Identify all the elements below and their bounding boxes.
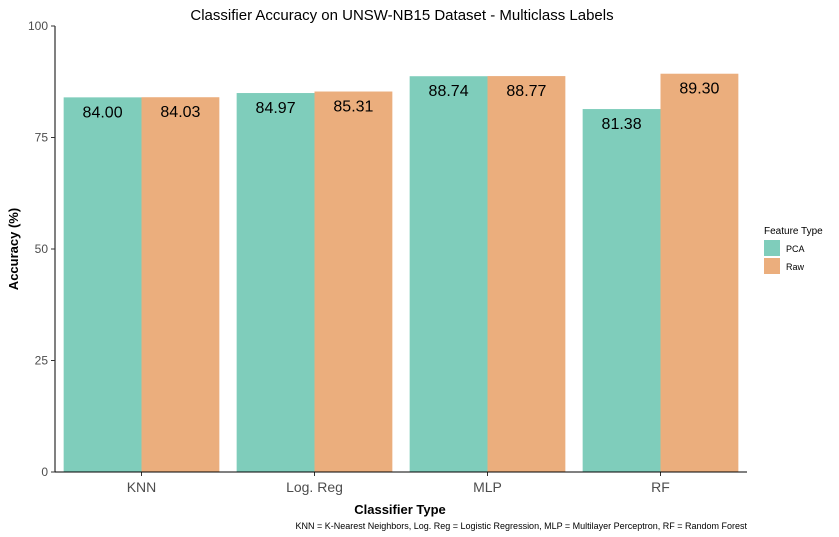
plot-area: 84.00 84.03 KNN 84.97 85.31 Log. Reg 88.74 88.7… — [28, 19, 747, 495]
legend-swatch-raw — [764, 258, 780, 274]
x-axis-title: Classifier Type — [354, 502, 446, 517]
x-tick-label: RF — [651, 479, 670, 495]
bar-value-label: 85.31 — [333, 99, 373, 116]
x-tick-label: MLP — [473, 479, 502, 495]
chart-caption: KNN = K-Nearest Neighbors, Log. Reg = Lo… — [295, 521, 747, 531]
y-tick-label: 75 — [35, 131, 49, 145]
bar-value-label: 84.97 — [256, 100, 296, 117]
y-tick-label: 25 — [35, 354, 49, 368]
bar-value-label: 84.03 — [160, 104, 200, 121]
y-tick-label: 50 — [35, 242, 49, 256]
bar-value-label: 84.00 — [83, 104, 123, 121]
bar-raw-2 — [487, 76, 566, 472]
bar-pca-0 — [63, 97, 142, 473]
legend-label-pca: PCA — [786, 244, 805, 254]
bar-value-label: 89.30 — [679, 81, 719, 98]
bar-pca-3 — [582, 109, 661, 472]
bar-pca-1 — [236, 93, 315, 472]
bar-value-label: 88.77 — [506, 83, 546, 100]
y-tick-label: 100 — [28, 19, 48, 33]
bar-raw-0 — [141, 97, 220, 472]
bar-value-label: 88.74 — [429, 83, 469, 100]
legend-label-raw: Raw — [786, 262, 805, 272]
legend: Feature Type PCA Raw — [764, 226, 823, 274]
x-tick-label: Log. Reg — [286, 479, 343, 495]
legend-swatch-pca — [764, 240, 780, 256]
chart-title: Classifier Accuracy on UNSW-NB15 Dataset… — [190, 7, 613, 24]
y-axis-title: Accuracy (%) — [6, 208, 21, 290]
legend-title: Feature Type — [764, 226, 823, 237]
x-tick-label: KNN — [127, 479, 157, 495]
bar-raw-1 — [314, 91, 393, 473]
bar-value-label: 81.38 — [602, 116, 642, 133]
bar-pca-2 — [409, 76, 488, 472]
y-tick-label: 0 — [41, 465, 48, 479]
bar-raw-3 — [660, 73, 739, 473]
